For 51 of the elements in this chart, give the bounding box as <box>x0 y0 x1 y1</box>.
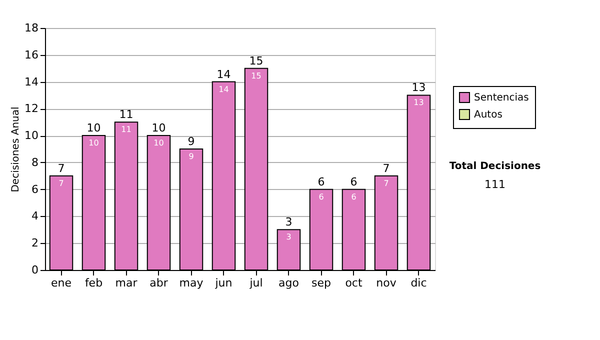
total-label: 14 <box>216 68 231 81</box>
data-label: 6 <box>318 192 324 202</box>
x-tick-label: jun <box>214 276 232 290</box>
total-label: 3 <box>285 216 292 229</box>
total-label: 7 <box>58 162 65 175</box>
y-tick-label: 4 <box>32 210 38 223</box>
total-label: 9 <box>188 135 195 148</box>
y-axis-title: Decisiones Anual <box>10 106 22 192</box>
data-label: 15 <box>251 71 262 80</box>
x-tick-label: ene <box>50 276 72 290</box>
y-tick-label: 2 <box>32 236 38 250</box>
data-label: 10 <box>88 138 99 148</box>
total-label: 7 <box>382 162 390 175</box>
data-label: 7 <box>58 178 64 188</box>
x-tick-label: mar <box>115 276 138 290</box>
y-tick-label: 8 <box>32 156 38 169</box>
data-label: 10 <box>154 138 164 148</box>
data-label: 7 <box>384 178 389 188</box>
total-label: 11 <box>119 108 134 122</box>
y-tick-label: 12 <box>24 102 38 116</box>
x-tick-label: ago <box>278 276 300 290</box>
total-label: 6 <box>350 175 358 188</box>
x-tick-label: jul <box>248 276 263 290</box>
x-tick-label: abr <box>150 276 168 290</box>
x-tick-label: feb <box>84 276 103 290</box>
data-label: 14 <box>218 84 229 94</box>
total-label: 13 <box>412 81 426 94</box>
text: 111 <box>484 178 506 191</box>
x-tick-label: nov <box>376 276 397 290</box>
x-tick-label: may <box>179 276 204 290</box>
y-tick-label: 0 <box>32 264 38 276</box>
y-tick-label: 6 <box>32 182 38 196</box>
x-tick-label: dic <box>410 276 427 290</box>
y-tick-label: 14 <box>24 75 38 88</box>
y-tick-label: 18 <box>24 22 38 34</box>
x-tick-label: oct <box>345 276 363 290</box>
total-label: 10 <box>152 122 166 135</box>
y-tick-label: 16 <box>24 48 38 62</box>
total-label: 15 <box>249 54 264 68</box>
data-label: 3 <box>286 232 292 242</box>
data-label: 9 <box>188 152 194 161</box>
data-label: 13 <box>414 98 424 108</box>
text: Total Decisiones <box>449 161 541 172</box>
data-label: 6 <box>351 192 356 202</box>
total-label: 10 <box>86 122 101 135</box>
legend-label: Autos <box>474 110 502 120</box>
legend-label: Sentencias <box>474 92 529 104</box>
x-tick-label: sep <box>312 276 332 290</box>
y-tick-label: 10 <box>24 129 38 142</box>
total-label: 6 <box>318 175 325 188</box>
data-label: 11 <box>121 125 132 134</box>
